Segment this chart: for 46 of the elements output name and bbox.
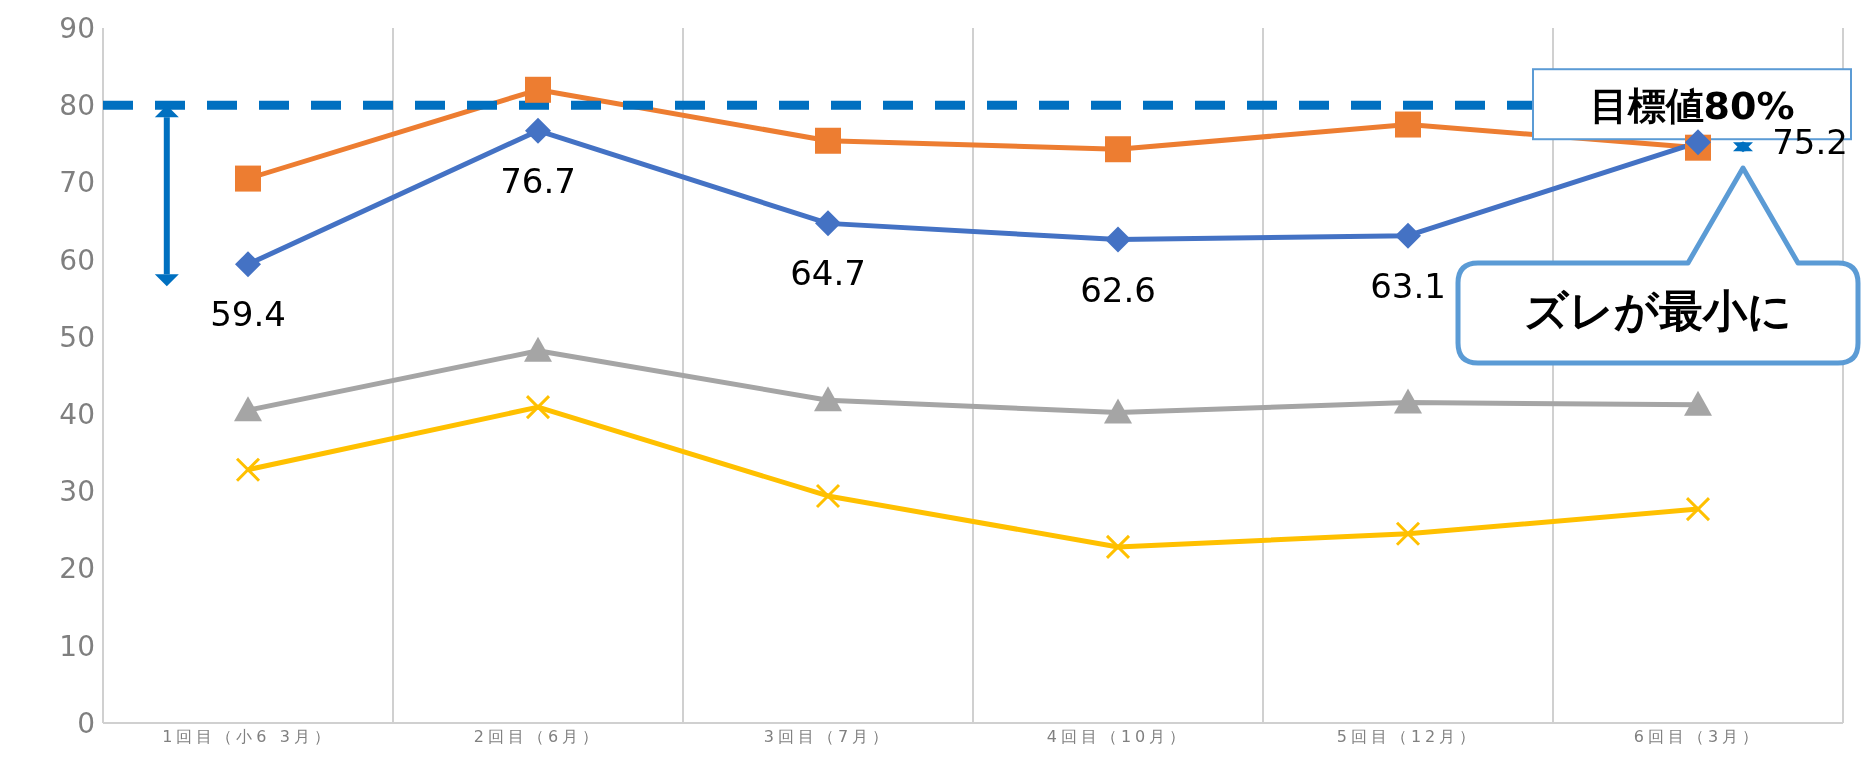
point (1105, 136, 1131, 163)
x-tick-label: 4回目（10月） (1046, 727, 1190, 747)
annotation: ズレが最小に (1524, 283, 1792, 338)
y-tick-label: 70 (59, 166, 95, 200)
point (1685, 129, 1711, 156)
ref-line-label: 目標値80% (1589, 84, 1795, 129)
point (1395, 111, 1421, 138)
point (1685, 496, 1711, 522)
data-label: 63.1 (1370, 265, 1446, 306)
y-tick-label: 30 (59, 475, 95, 509)
y-tick-label: 40 (59, 398, 95, 432)
x-tick-label: 1回目（小6 3月） (162, 727, 334, 747)
point (1105, 226, 1131, 253)
point (815, 210, 841, 237)
x-tick-label: 3回目（7月） (763, 727, 893, 747)
y-tick-label: 10 (59, 629, 95, 663)
data-label: 59.4 (210, 294, 286, 335)
point (525, 394, 551, 420)
point (814, 386, 842, 412)
point (1394, 388, 1422, 414)
point (235, 251, 261, 278)
data-label: 76.7 (500, 160, 576, 201)
data-label: 64.7 (790, 253, 866, 294)
x-tick-label: 2回目（6月） (473, 727, 603, 747)
y-tick-label: 60 (59, 243, 95, 277)
y-tick-label: 20 (59, 552, 95, 586)
point (234, 396, 262, 422)
point (525, 76, 551, 103)
point (1395, 521, 1421, 547)
point (1104, 398, 1132, 424)
point (1105, 534, 1131, 560)
point (815, 127, 841, 154)
data-label: 62.6 (1080, 269, 1156, 310)
y-tick-label: 50 (59, 320, 95, 354)
point (525, 117, 551, 144)
y-tick-label: 0 (77, 706, 95, 740)
point (235, 165, 261, 192)
point (1395, 222, 1421, 249)
point (524, 336, 552, 362)
point (815, 483, 841, 509)
point (235, 457, 261, 483)
y-tick-label: 80 (59, 89, 95, 123)
y-tick-label: 90 (59, 11, 95, 45)
point (1684, 390, 1712, 416)
x-tick-label: 5回目（12月） (1336, 727, 1480, 747)
x-tick-label: 6回目（3月） (1633, 727, 1763, 747)
